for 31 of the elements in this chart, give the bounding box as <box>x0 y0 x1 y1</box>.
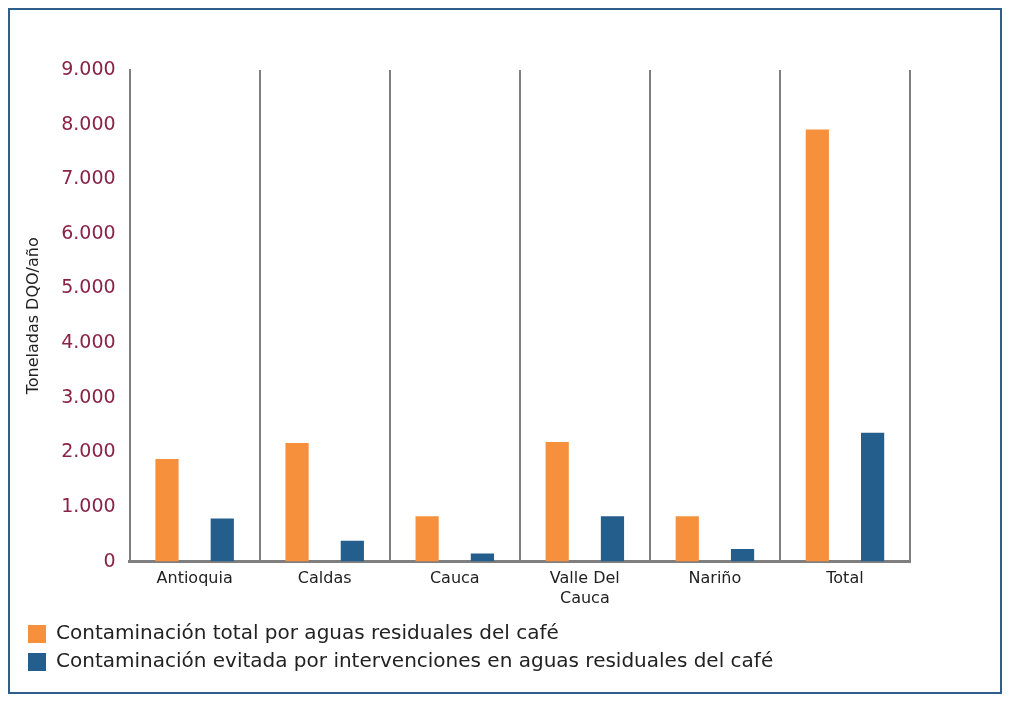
bar <box>340 540 364 562</box>
y-tick-label: 8.000 <box>61 111 116 134</box>
y-tick-label: 3.000 <box>61 384 116 407</box>
x-tick-label: Antioquia <box>156 568 233 588</box>
bar <box>155 458 179 562</box>
bar <box>285 443 309 562</box>
y-tick-label: 1.000 <box>61 493 116 516</box>
x-tick-label: Valle Del Cauca <box>549 568 620 607</box>
y-tick-label: 7.000 <box>61 166 116 189</box>
bar <box>415 516 439 562</box>
bar <box>600 516 625 562</box>
y-tick-label: 9.000 <box>61 56 116 79</box>
x-tick-label: Caldas <box>297 568 352 588</box>
bar <box>210 518 234 562</box>
legend-label: Contaminación evitada por intervenciones en aguas residuales del café <box>56 648 774 673</box>
x-tick-label: Total <box>825 568 864 588</box>
bar <box>730 549 755 562</box>
bar <box>805 129 829 562</box>
y-tick-label: 4.000 <box>61 330 116 353</box>
y-tick-label: 0 <box>103 548 116 571</box>
x-tick-label: Cauca <box>429 568 480 588</box>
y-tick-label: 6.000 <box>61 220 116 243</box>
legend-label: Contaminación total por aguas residuales del café <box>56 620 559 645</box>
x-tick-label: Nariño <box>688 568 742 588</box>
bar <box>545 441 569 562</box>
bar <box>470 553 495 562</box>
bar <box>675 516 699 562</box>
y-tick-label: 5.000 <box>61 275 116 298</box>
y-tick-label: 2.000 <box>61 439 116 462</box>
bar <box>861 432 885 562</box>
y-axis-title: Toneladas DQO/año <box>22 237 42 396</box>
